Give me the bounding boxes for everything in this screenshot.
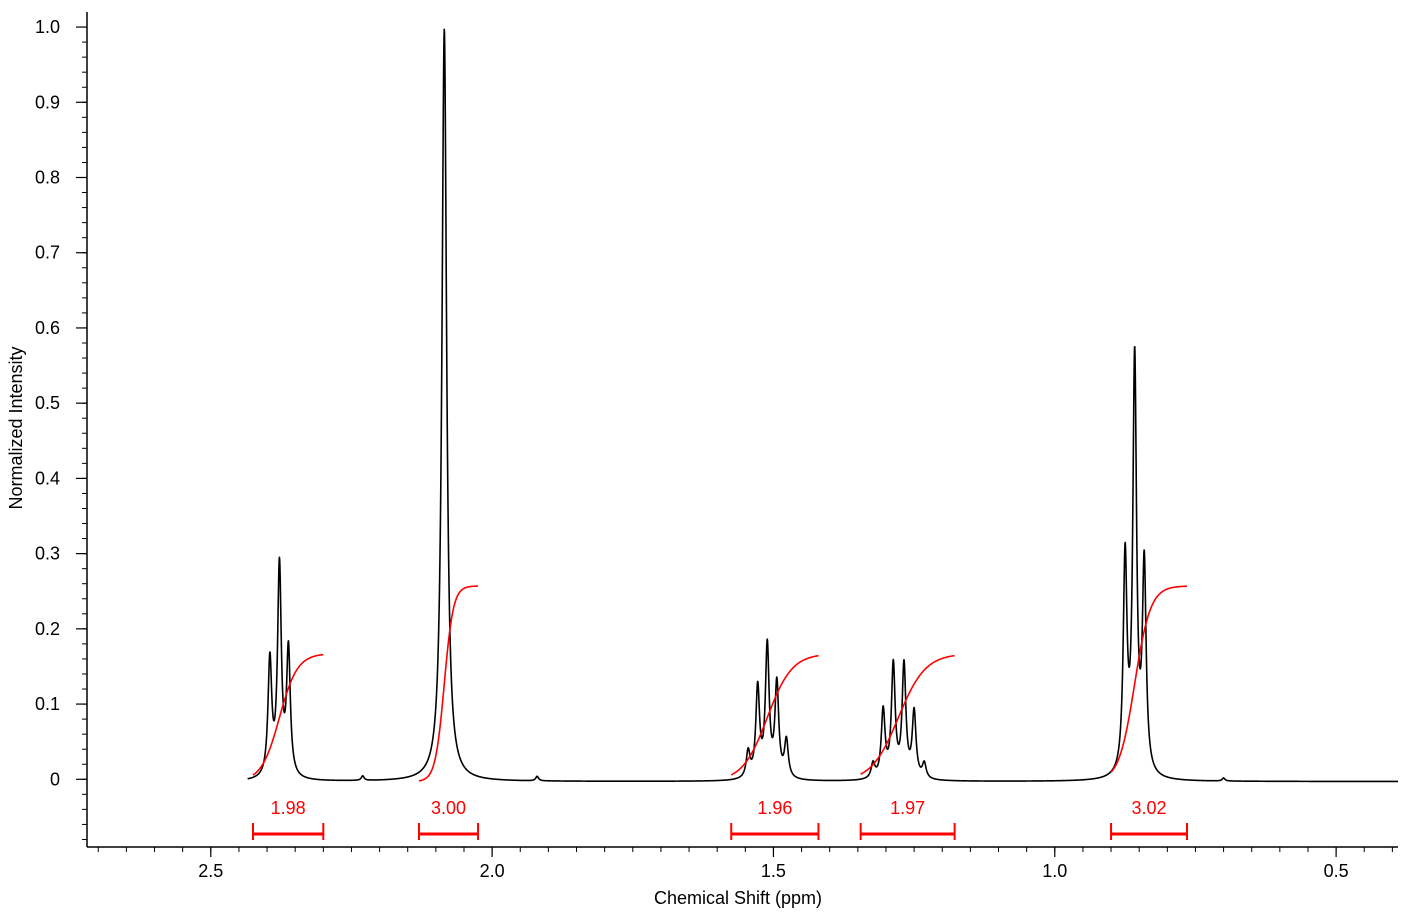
integral-regions: 1.98 3.00 1.96 1.97 3.02 — [251, 585, 1189, 840]
y-tick-label: 0.7 — [35, 243, 60, 263]
integral-value-label: 1.96 — [757, 798, 792, 818]
integral-curve — [1110, 585, 1188, 773]
y-tick-label: 0.2 — [35, 619, 60, 639]
y-tick-label: 0 — [50, 769, 60, 789]
y-axis-title: Normalized Intensity — [6, 346, 26, 509]
y-tick-label: 0.6 — [35, 318, 60, 338]
integral-value-label: 3.00 — [431, 798, 466, 818]
integral-region: 1.96 — [730, 654, 820, 840]
y-tick-label: 1.0 — [35, 17, 60, 37]
integral-value-label: 1.98 — [271, 798, 306, 818]
x-tick-label: 2.5 — [198, 861, 223, 881]
y-tick-label: 0.4 — [35, 468, 60, 488]
x-major-ticks: 2.5 2.0 1.5 1.0 0.5 — [198, 847, 1349, 881]
x-tick-label: 1.5 — [761, 861, 786, 881]
integral-region: 3.02 — [1110, 585, 1189, 840]
integral-curve — [860, 654, 955, 775]
x-axis: 2.5 2.0 1.5 1.0 0.5 Chemical Shift (ppm) — [87, 846, 1398, 908]
integral-curve — [730, 654, 819, 776]
x-axis-title: Chemical Shift (ppm) — [654, 888, 822, 908]
integral-curve — [418, 585, 479, 782]
y-tick-label: 0.9 — [35, 92, 60, 112]
integral-curve — [252, 653, 324, 776]
integral-region: 1.97 — [859, 654, 956, 840]
integral-region: 3.00 — [417, 585, 480, 840]
x-tick-label: 1.0 — [1042, 861, 1067, 881]
integral-region: 1.98 — [251, 653, 325, 840]
x-tick-label: 0.5 — [1324, 861, 1349, 881]
integral-value-label: 1.97 — [890, 798, 925, 818]
y-tick-label: 0.3 — [35, 544, 60, 564]
x-tick-label: 2.0 — [480, 861, 505, 881]
y-ticks: 0 0.1 0.2 0.3 0.4 0.5 0.6 0.7 0.8 0.9 1.0 — [35, 17, 87, 840]
y-tick-label: 0.5 — [35, 393, 60, 413]
y-tick-label: 0.8 — [35, 167, 60, 187]
y-axis: 0 0.1 0.2 0.3 0.4 0.5 0.6 0.7 0.8 0.9 1.0 Normaliz… — [6, 12, 88, 847]
spectrum-line — [247, 28, 1399, 783]
integral-value-label: 3.02 — [1131, 798, 1166, 818]
y-tick-label: 0.1 — [35, 694, 60, 714]
